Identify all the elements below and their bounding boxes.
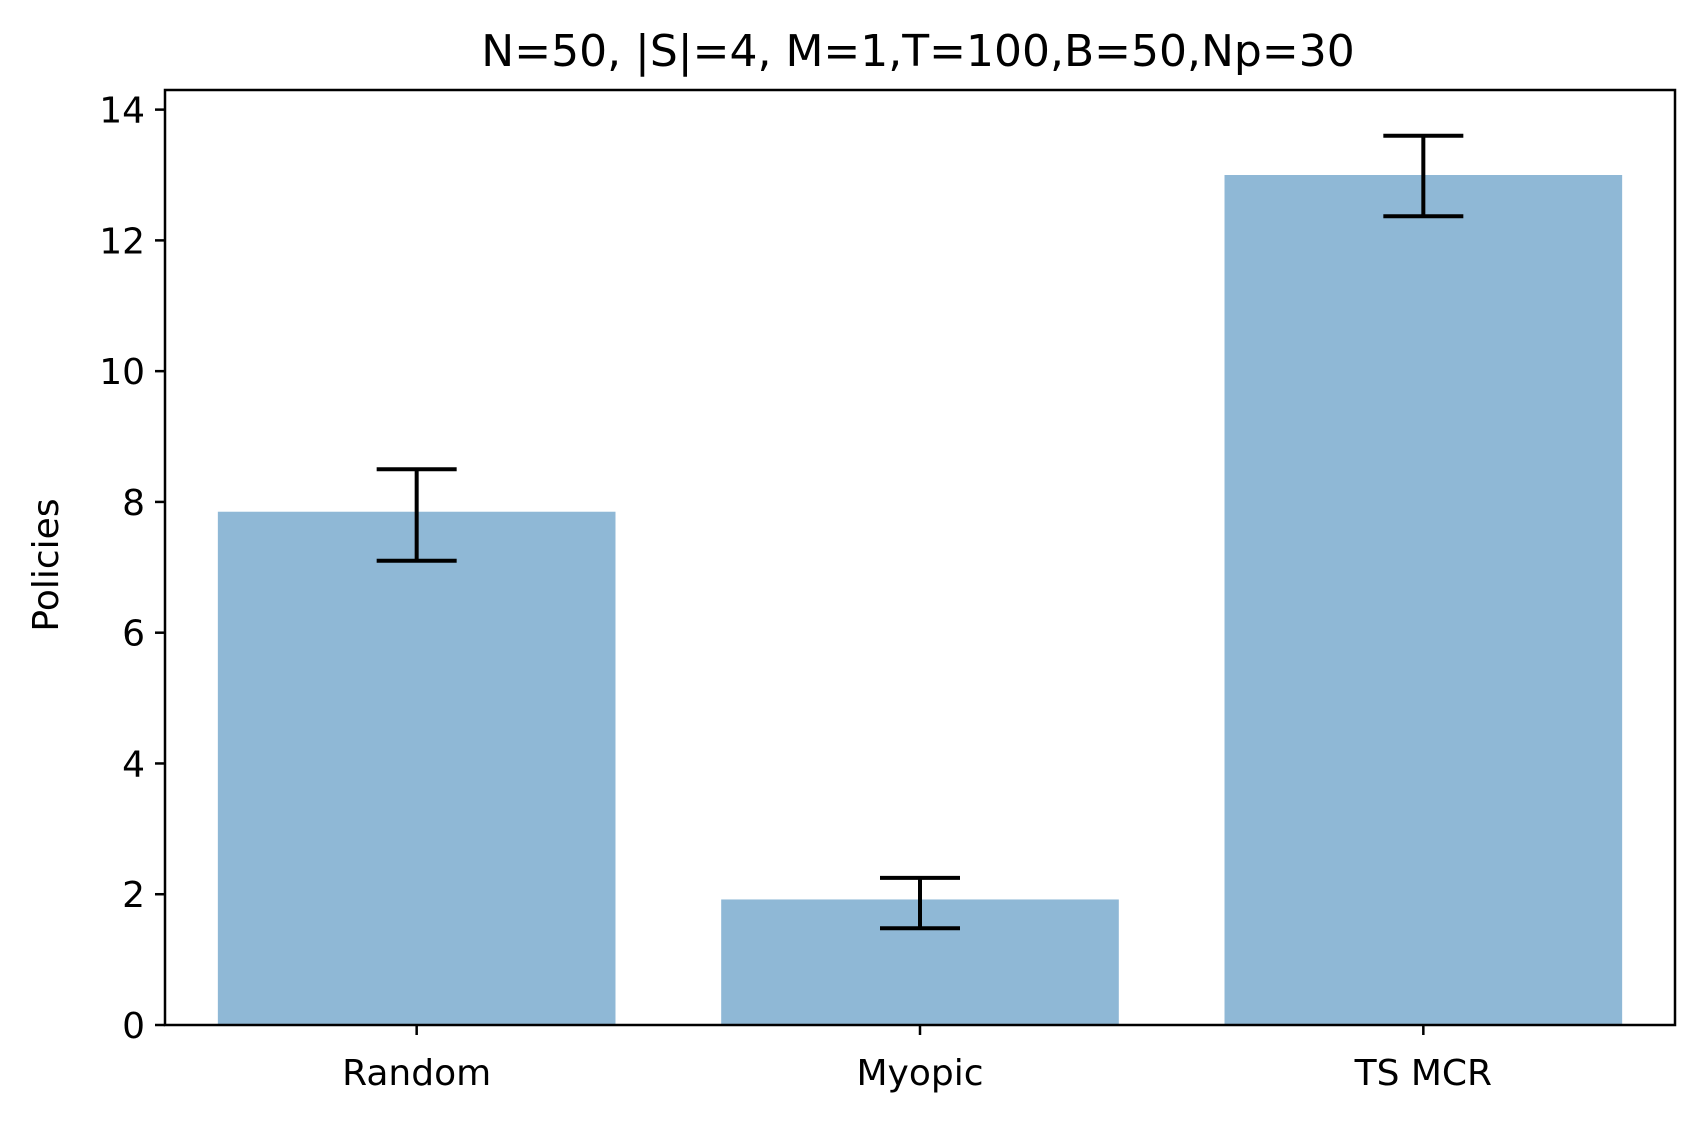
y-tick-label: 10 [99,352,145,393]
y-tick-label: 2 [122,875,145,916]
x-tick-label: Random [342,1053,491,1094]
x-tick-label: Myopic [856,1053,983,1094]
bar-ts-mcr [1224,175,1623,1025]
y-axis-label: Policies [26,498,67,631]
y-tick-label: 6 [122,614,145,655]
y-tick-label: 0 [122,1006,145,1047]
y-tick-label: 8 [122,483,145,524]
plot-area: 0 2 4 6 8 10 12 14 Random Myopic TS MCR [99,88,1677,1094]
y-tick-label: 4 [122,744,145,785]
y-tick-label: 12 [99,221,145,262]
bar-random [217,511,616,1025]
x-tick-label: TS MCR [1354,1053,1493,1094]
y-tick-label: 14 [99,91,145,132]
chart-title: N=50, |S|=4, M=1,T=100,B=50,Np=30 [481,26,1354,77]
